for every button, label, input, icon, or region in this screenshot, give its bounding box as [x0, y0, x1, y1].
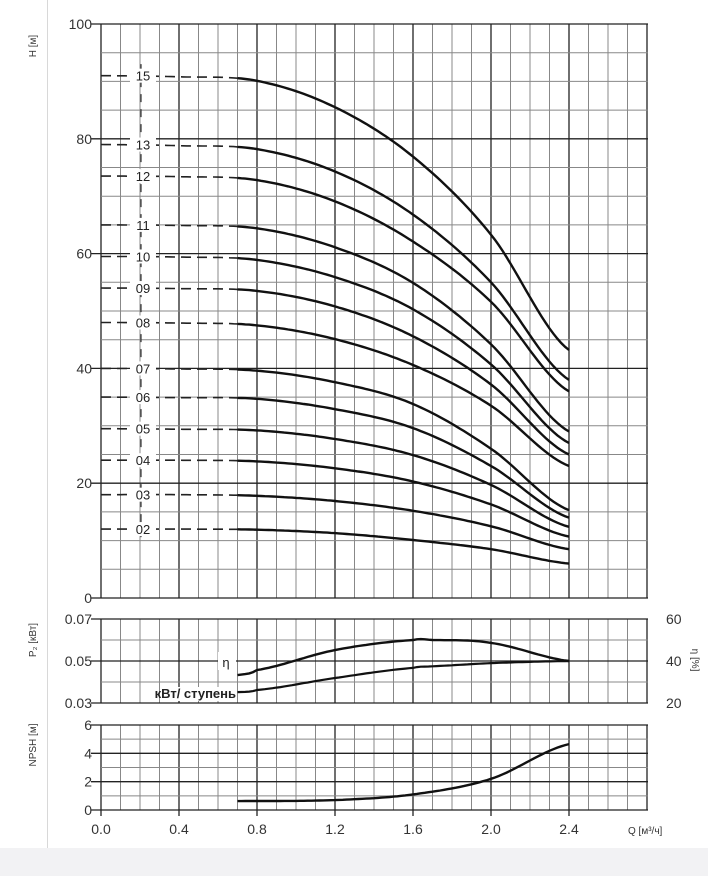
curve-stage-06 — [237, 396, 570, 519]
stage-label-bg — [130, 249, 156, 264]
stage-label-11: 11 — [136, 218, 150, 233]
x-tick-label: 2.4 — [559, 821, 579, 837]
curve-stage-08 — [237, 322, 570, 468]
stage-label-bg — [130, 421, 156, 436]
y-tick-label: 0.05 — [65, 653, 92, 669]
stage-label-bg — [130, 169, 156, 184]
curve-stage-12 — [237, 176, 570, 393]
stage-label-03: 03 — [136, 488, 150, 503]
curve-dashed-stage-04 — [101, 459, 238, 462]
curve-stage-07 — [237, 368, 570, 512]
efficiency-curve-label: η — [222, 655, 229, 670]
curve-dashed-stage-10 — [101, 255, 238, 259]
y-tick-label: 0 — [84, 802, 92, 818]
stage-label-02: 02 — [136, 522, 150, 537]
grid — [91, 23, 648, 816]
stage-label-06: 06 — [136, 390, 150, 405]
y-right-tick-label: 40 — [666, 653, 682, 669]
y-tick-label: 2 — [84, 774, 92, 790]
curve-stage-10 — [237, 256, 570, 445]
y-tick-label: 4 — [84, 745, 92, 761]
curve-stage-15 — [237, 77, 570, 351]
efficiency-curve — [237, 637, 570, 677]
stage-label-bg — [130, 315, 156, 330]
curve-dashed-stage-15 — [101, 74, 238, 79]
eta-axis-label: η [%] — [689, 649, 700, 672]
curve-dashed-stage-07 — [101, 367, 238, 371]
x-tick-label: 2.0 — [481, 821, 501, 837]
curves: 15 13 12 11 10 09 08 07 06 05 04 03 02 η кВт/ ступень — [100, 64, 570, 803]
y-tick-label: 0 — [84, 590, 92, 606]
bottom-band — [0, 848, 708, 876]
curve-dashed-stage-05 — [101, 427, 238, 431]
curve-stage-13 — [237, 145, 570, 381]
stage-label-04: 04 — [136, 453, 150, 468]
stage-label-bg — [130, 281, 156, 296]
y-tick-label: 6 — [84, 717, 92, 733]
stage-label-bg — [130, 390, 156, 405]
y-tick-label: 20 — [76, 475, 92, 491]
labels: H [м] P₂ [кВт] NPSH [м] η [%] Q [м³/ч] 0… — [28, 16, 700, 837]
stage-label-09: 09 — [136, 281, 150, 296]
stage-label-bg — [130, 361, 156, 376]
x-tick-label: 0.0 — [91, 821, 111, 837]
stage-label-08: 08 — [136, 315, 150, 330]
stage-label-bg — [130, 217, 156, 232]
stage-label-bg — [130, 522, 156, 537]
curve-stage-09 — [237, 288, 570, 456]
y-right-tick-label: 20 — [666, 695, 682, 711]
curve-dashed-stage-12 — [101, 175, 238, 179]
y-tick-label: 80 — [76, 131, 92, 147]
x-tick-label: 0.8 — [247, 821, 267, 837]
x-tick-label: 1.2 — [325, 821, 345, 837]
curve-dashed-stage-13 — [100, 143, 238, 148]
y-tick-label: 0.03 — [65, 695, 92, 711]
h-axis-label: H [м] — [28, 35, 39, 58]
y-right-tick-label: 60 — [666, 611, 682, 627]
p-axis-label: P₂ [кВт] — [28, 623, 39, 657]
npsh-curve — [237, 742, 570, 803]
npsh-axis-label: NPSH [м] — [28, 723, 39, 766]
stage-label-10: 10 — [136, 249, 150, 264]
stage-label-bg — [130, 68, 156, 83]
stage-label-13: 13 — [136, 138, 150, 153]
power-curve — [237, 659, 570, 694]
q-axis-label: Q [м³/ч] — [628, 826, 663, 837]
stage-label-07: 07 — [136, 361, 150, 376]
curve-stage-03 — [237, 494, 570, 551]
y-tick-label: 100 — [69, 16, 93, 32]
stage-label-05: 05 — [136, 422, 150, 437]
frame-border — [47, 0, 48, 848]
curve-dashed-stage-11 — [101, 224, 238, 228]
curve-dashed-stage-03 — [101, 493, 238, 496]
stage-label-bg — [130, 487, 156, 502]
curve-stage-02 — [237, 528, 570, 565]
stage-label-12: 12 — [136, 169, 150, 184]
x-tick-label: 1.6 — [403, 821, 423, 837]
y-tick-label: 40 — [76, 360, 92, 376]
stage-label-bg — [130, 453, 156, 468]
curve-dashed-stage-08 — [101, 321, 238, 325]
stage-label-bg — [130, 137, 156, 152]
eta-label-bg — [218, 652, 236, 670]
curve-dashed-stage-09 — [100, 287, 238, 291]
y-tick-label: 60 — [76, 246, 92, 262]
power-label-bg — [173, 687, 237, 701]
curve-dashed-stage-06 — [101, 396, 238, 399]
x-tick-label: 0.4 — [169, 821, 189, 837]
curve-stage-05 — [237, 428, 570, 528]
y-tick-label: 0.07 — [65, 611, 92, 627]
curve-stage-04 — [237, 459, 570, 538]
power-curve-label: кВт/ ступень — [155, 686, 236, 701]
curve-stage-11 — [237, 225, 570, 433]
stage-label-15: 15 — [136, 69, 150, 84]
